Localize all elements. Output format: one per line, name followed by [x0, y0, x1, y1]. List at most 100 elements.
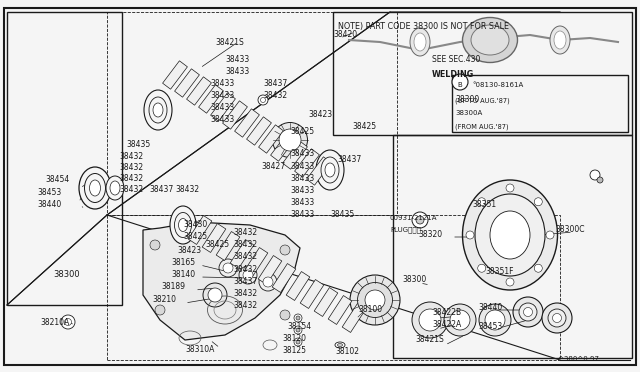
Text: 38425: 38425: [205, 240, 229, 249]
Ellipse shape: [552, 314, 561, 323]
Text: 38421S: 38421S: [415, 335, 444, 344]
Text: 38421S: 38421S: [215, 38, 244, 47]
Bar: [452, 75, 628, 132]
Ellipse shape: [296, 316, 300, 320]
Text: 38165: 38165: [171, 258, 195, 267]
Ellipse shape: [410, 28, 430, 56]
Text: 38432: 38432: [119, 163, 143, 172]
Polygon shape: [294, 149, 319, 177]
Polygon shape: [187, 77, 211, 105]
Text: 38433: 38433: [210, 91, 234, 100]
Text: 38351: 38351: [472, 200, 496, 209]
Text: 38437: 38437: [263, 79, 287, 88]
Polygon shape: [202, 224, 226, 253]
Text: 38154: 38154: [287, 322, 311, 331]
Bar: [7, 12, 122, 305]
Text: 38210A: 38210A: [40, 318, 69, 327]
Ellipse shape: [444, 304, 476, 336]
Ellipse shape: [414, 33, 426, 51]
Circle shape: [546, 231, 554, 239]
Text: 38453: 38453: [37, 188, 61, 197]
Text: 38433: 38433: [290, 149, 314, 158]
Circle shape: [280, 310, 290, 320]
Ellipse shape: [550, 26, 570, 54]
Text: 38435: 38435: [126, 140, 150, 149]
Ellipse shape: [337, 343, 342, 346]
Ellipse shape: [524, 308, 532, 317]
Text: 38433: 38433: [225, 55, 249, 64]
Ellipse shape: [223, 263, 233, 273]
Circle shape: [466, 231, 474, 239]
Ellipse shape: [294, 314, 302, 322]
Text: 38300C: 38300C: [555, 225, 584, 234]
Circle shape: [534, 264, 542, 272]
Ellipse shape: [463, 17, 518, 62]
Polygon shape: [143, 222, 300, 340]
Ellipse shape: [485, 310, 505, 330]
Ellipse shape: [412, 302, 448, 338]
Ellipse shape: [260, 97, 266, 103]
Polygon shape: [230, 240, 254, 269]
Text: SEE SEC.430: SEE SEC.430: [432, 55, 481, 64]
Text: 38425: 38425: [183, 232, 207, 241]
Text: 38433: 38433: [290, 198, 314, 207]
Polygon shape: [342, 304, 366, 333]
Polygon shape: [223, 101, 248, 129]
Text: 38433: 38433: [290, 174, 314, 183]
Ellipse shape: [144, 90, 172, 130]
Ellipse shape: [273, 122, 307, 157]
Circle shape: [597, 177, 603, 183]
Ellipse shape: [294, 326, 302, 334]
Text: 38454: 38454: [45, 175, 69, 184]
Text: 38425: 38425: [290, 127, 314, 136]
Text: 38433: 38433: [210, 103, 234, 112]
Text: 38453: 38453: [478, 322, 502, 331]
Polygon shape: [163, 61, 188, 89]
Text: 38433: 38433: [290, 162, 314, 171]
Text: 38320: 38320: [418, 230, 442, 239]
Text: NOTE) PART CODE 38300 IS NOT FOR SALE: NOTE) PART CODE 38300 IS NOT FOR SALE: [338, 22, 509, 31]
Text: 38140: 38140: [171, 270, 195, 279]
Circle shape: [477, 198, 486, 206]
Text: B: B: [458, 82, 462, 88]
Text: 38310A: 38310A: [185, 345, 214, 354]
Text: 38433: 38433: [210, 79, 234, 88]
Ellipse shape: [84, 173, 106, 202]
Text: 38440: 38440: [478, 303, 502, 312]
Ellipse shape: [259, 273, 277, 291]
Ellipse shape: [325, 163, 335, 177]
Circle shape: [534, 198, 542, 206]
Circle shape: [61, 315, 75, 329]
Circle shape: [155, 305, 165, 315]
Text: 38423: 38423: [308, 110, 332, 119]
Text: 38432: 38432: [233, 252, 257, 261]
Ellipse shape: [258, 95, 268, 105]
Text: 38351F: 38351F: [485, 267, 513, 276]
Polygon shape: [235, 109, 259, 137]
Polygon shape: [175, 69, 200, 97]
Text: ^380^0 97: ^380^0 97: [558, 356, 599, 362]
Text: 38420: 38420: [333, 30, 357, 39]
Ellipse shape: [316, 150, 344, 190]
Circle shape: [506, 184, 514, 192]
Text: 38432: 38432: [119, 185, 143, 194]
Polygon shape: [258, 256, 282, 285]
Ellipse shape: [321, 157, 339, 183]
Text: 38432: 38432: [119, 152, 143, 161]
Ellipse shape: [208, 288, 222, 302]
Circle shape: [506, 278, 514, 286]
Ellipse shape: [175, 212, 191, 237]
Ellipse shape: [263, 277, 273, 287]
Ellipse shape: [548, 309, 566, 327]
Text: 38432: 38432: [233, 289, 257, 298]
Circle shape: [412, 212, 428, 228]
Ellipse shape: [519, 303, 537, 321]
Ellipse shape: [170, 206, 196, 244]
Text: 38422A: 38422A: [432, 320, 461, 329]
Polygon shape: [328, 295, 352, 324]
Ellipse shape: [294, 338, 302, 346]
Polygon shape: [307, 157, 332, 185]
Ellipse shape: [296, 328, 300, 332]
Circle shape: [65, 318, 72, 326]
Bar: [107, 215, 560, 360]
